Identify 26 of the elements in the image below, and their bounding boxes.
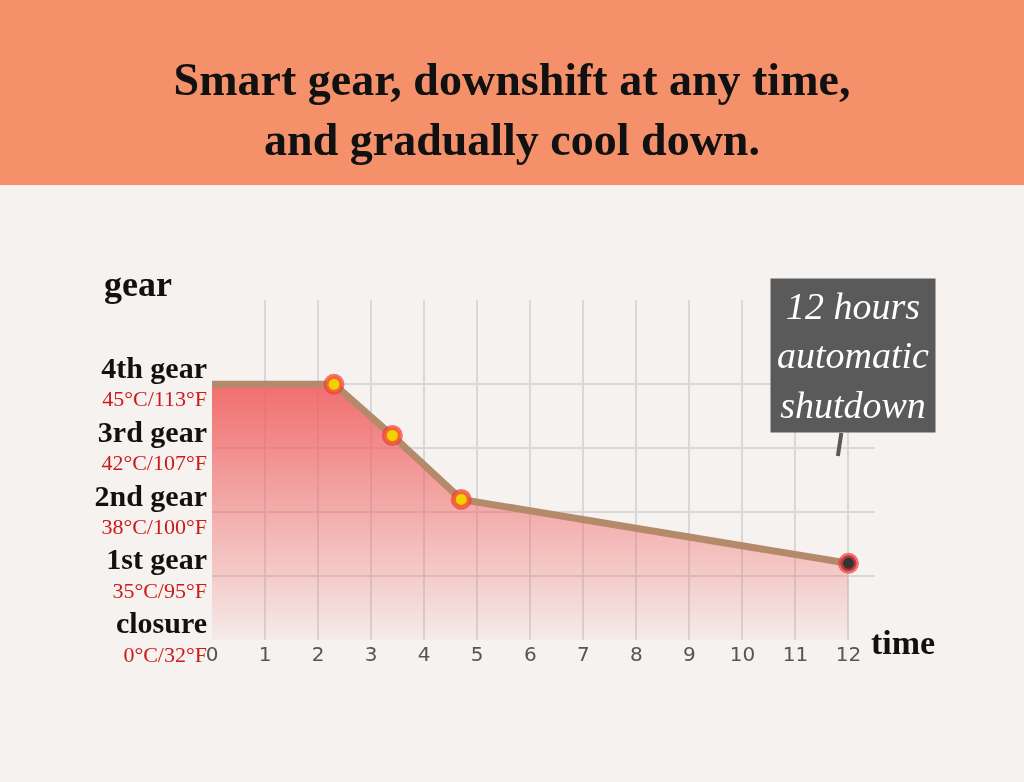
x-tick-label: 12 bbox=[835, 642, 862, 666]
x-tick-label: 5 bbox=[470, 642, 484, 666]
x-tick-label: 4 bbox=[417, 642, 431, 666]
x-tick-label: 1 bbox=[258, 642, 272, 666]
text: closure 0°C/32°F bbox=[115, 606, 207, 667]
text: 2nd gear 38°C/100°F bbox=[94, 478, 207, 540]
x-axis-title: time bbox=[871, 624, 936, 661]
text: 3rd gear 42°C/107°F bbox=[97, 414, 207, 476]
x-tick-label: 9 bbox=[682, 642, 696, 666]
x-tick-label: 10 bbox=[729, 642, 756, 666]
y-axis-title: gear bbox=[104, 264, 172, 304]
chart-title: Smart gear, downshift at any time, and gradually cool down. bbox=[173, 54, 851, 165]
text: 1st gear 35°C/95°F bbox=[106, 542, 207, 604]
point bbox=[323, 373, 345, 395]
x-tick-label: 7 bbox=[576, 642, 590, 666]
point bbox=[837, 552, 859, 574]
x-tick-label: 8 bbox=[629, 642, 643, 666]
text: 4th gear 45°C/113°F bbox=[101, 350, 207, 412]
x-tick-label: 11 bbox=[782, 642, 809, 666]
x-tick-label: 0 bbox=[205, 642, 219, 666]
annotation: 12 hours automatic shutdown bbox=[777, 285, 930, 426]
x-tick-label: 3 bbox=[364, 642, 378, 666]
x-tick-label: 6 bbox=[523, 642, 537, 666]
x-tick-label: 2 bbox=[311, 642, 325, 666]
point bbox=[381, 424, 403, 446]
point bbox=[450, 488, 472, 510]
